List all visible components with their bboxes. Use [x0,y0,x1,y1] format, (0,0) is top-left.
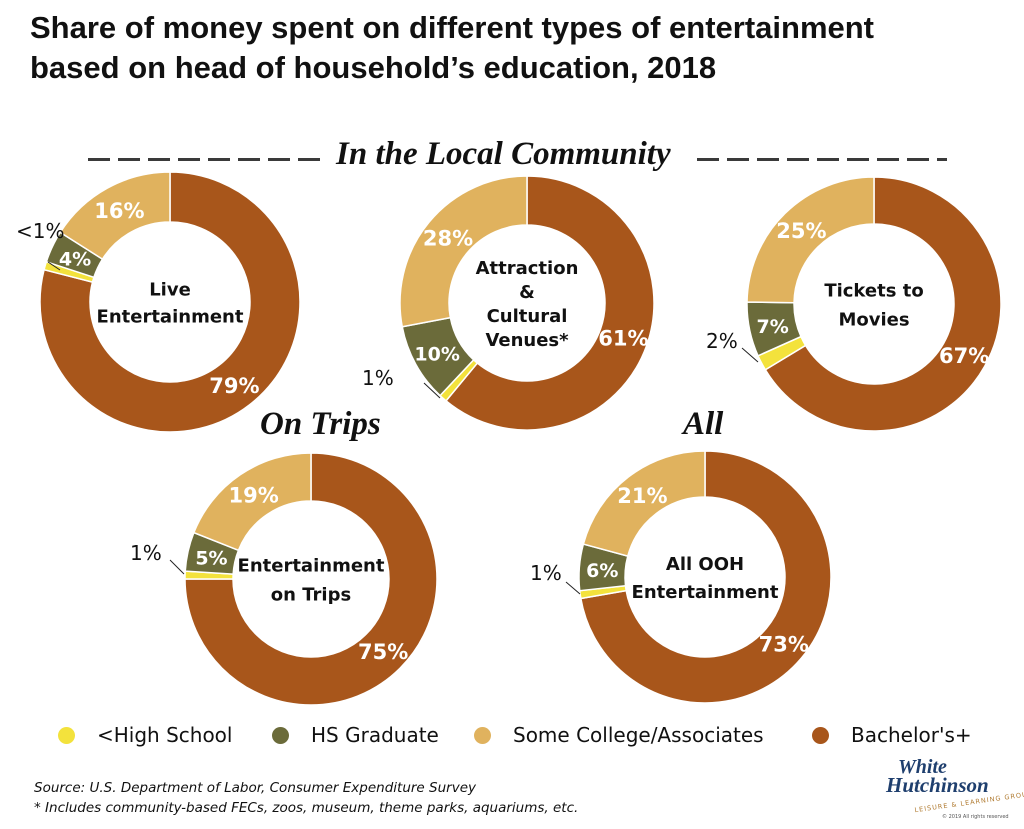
section-heading-all: All [683,406,724,442]
slice-bachelors [184,452,438,706]
source-line: Source: U.S. Department of Labor, Consum… [34,780,476,796]
center-label: Entertainment [97,307,244,328]
data-label: 79% [209,374,259,398]
slice-some-college [59,171,171,261]
section-divider-right [697,158,947,161]
donut-all-ooh: 6% 21% 73% 1% All OOH Entertainment [530,450,832,704]
legend-label: <High School [97,723,233,747]
center-label: Cultural [487,306,568,327]
donut-attraction-cultural: 10% 28% 61% 1% Attraction & Cultural Venues* [362,175,655,431]
data-label: 25% [776,219,826,243]
section-heading-trips: On Trips [260,406,381,442]
data-label: 4% [59,248,91,270]
data-label: 73% [759,632,809,656]
center-label: Movies [838,310,909,331]
legend-item-hs-graduate: HS Graduate [272,720,439,750]
callout-line [565,581,581,595]
callout-line [423,382,441,399]
legend-label: HS Graduate [311,723,439,747]
slice-some-college [582,450,706,558]
data-label: 75% [358,640,408,664]
slice-some-college [192,452,312,552]
center-label: Attraction [476,258,579,279]
data-label: 1% [530,561,562,585]
center-label: Venues* [485,330,569,351]
legend-label: Some College/Associates [513,723,764,747]
slice-some-college [746,176,875,304]
legend-swatch [272,726,289,744]
callout-line [169,559,185,575]
center-label: Entertainment [238,556,385,577]
center-label: Entertainment [632,582,779,603]
section-heading-local: In the Local Community [336,136,671,172]
center-label: on Trips [271,585,351,606]
section-divider-left [88,158,328,161]
slice-bachelors [444,175,655,431]
center-label: Live [149,280,191,301]
legend-item-lt-high-school: <High School [58,720,232,750]
data-label: 10% [414,343,459,365]
data-label: 2% [706,329,738,353]
logo-text-line-2: Hutchinson [886,773,989,797]
legend-swatch [58,726,75,744]
footnote-line: * Includes community-based FECs, zoos, m… [34,800,579,816]
data-label: 7% [756,316,788,338]
data-label: 1% [130,541,162,565]
data-label: 67% [939,344,989,368]
slice-some-college [399,175,528,328]
center-label: All OOH [666,554,744,575]
center-label: & [519,282,535,303]
legend-label: Bachelor's+ [851,723,972,747]
legend: <High School HS Graduate Some College/As… [0,720,1024,750]
data-label: <1% [16,219,65,243]
donut-entertainment-trips: 5% 19% 75% 1% Entertainment on Trips [130,452,438,706]
callout-line [741,347,759,363]
data-label: 1% [362,366,394,390]
legend-item-some-college: Some College/Associates [474,720,764,750]
chart-title-line-2: based on head of household’s education, … [30,50,717,85]
data-label: 19% [229,484,279,508]
donut-live-entertainment: 4% 16% 79% <1% Live Entertainment [16,171,301,433]
legend-item-bachelors: Bachelor's+ [812,720,972,750]
legend-swatch [474,726,491,744]
white-hutchinson-logo: White Hutchinson LEISURE & LEARNING GROU… [884,756,1024,824]
center-label: Tickets to [824,281,923,302]
source-notes: Source: U.S. Department of Labor, Consum… [34,778,578,818]
data-label: 5% [195,548,227,570]
chart-title: Share of money spent on different types … [30,8,1010,88]
logo-copyright: © 2019 All rights reserved [942,814,1009,820]
logo-text-line-1: White [898,756,947,778]
slice-bachelors [39,171,301,433]
data-label: 6% [586,560,618,582]
data-label: 61% [598,327,648,351]
legend-swatch [812,726,829,744]
callout-line [47,261,61,271]
chart-title-line-1: Share of money spent on different types … [30,10,875,45]
data-label: 21% [617,484,667,508]
data-label: 16% [94,199,144,223]
slice-bachelors [764,176,1002,432]
data-label: 28% [423,227,473,251]
donut-tickets-movies: 7% 25% 67% 2% Tickets to Movies [706,176,1002,432]
slice-bachelors [579,450,832,704]
